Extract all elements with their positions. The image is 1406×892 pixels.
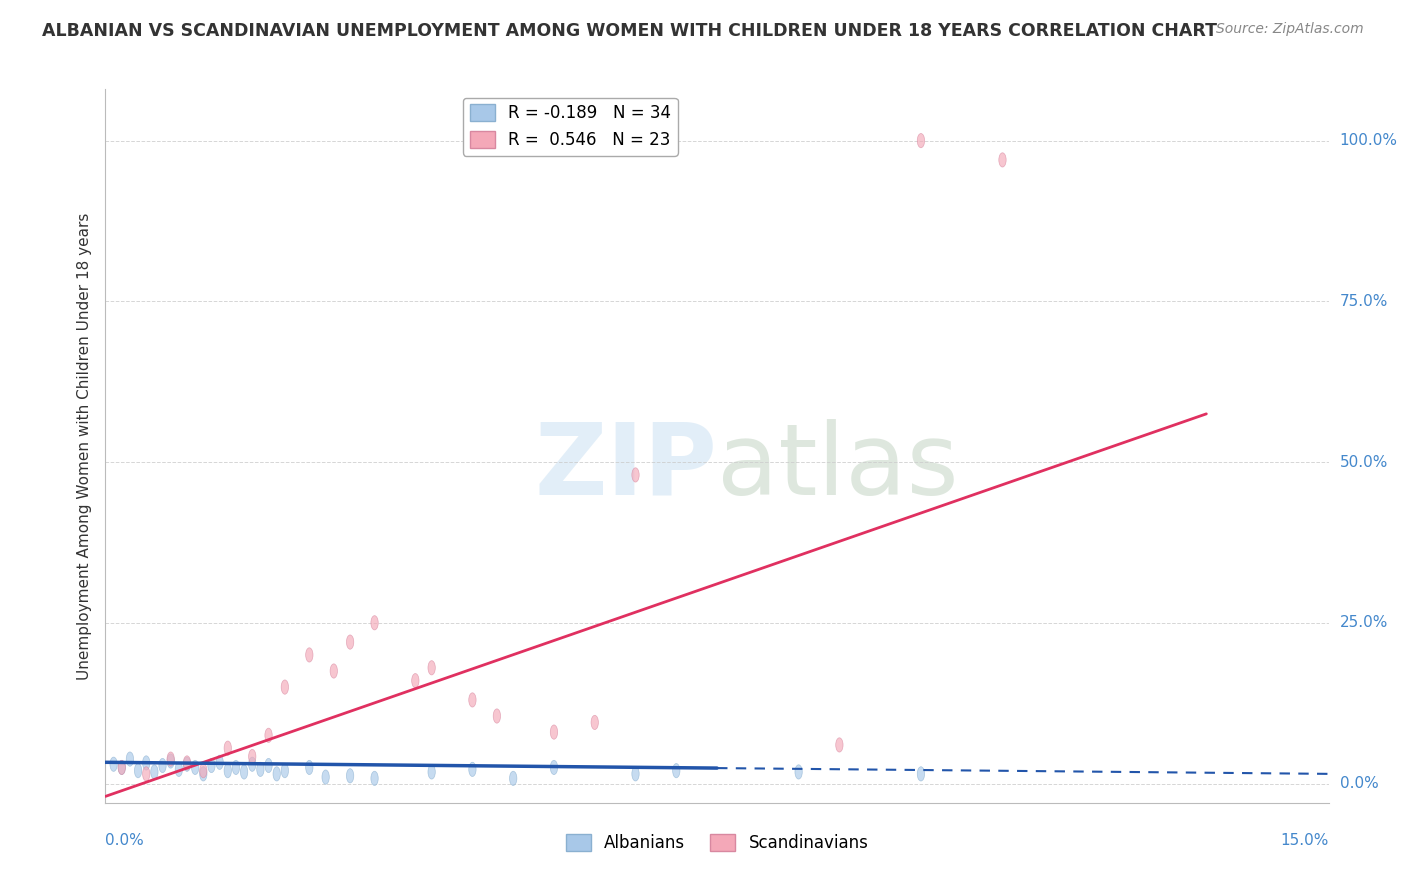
Ellipse shape xyxy=(591,715,599,730)
Ellipse shape xyxy=(232,760,239,774)
Text: Source: ZipAtlas.com: Source: ZipAtlas.com xyxy=(1216,22,1364,37)
Ellipse shape xyxy=(631,467,640,482)
Ellipse shape xyxy=(135,764,142,778)
Ellipse shape xyxy=(305,760,314,774)
Ellipse shape xyxy=(281,764,288,778)
Ellipse shape xyxy=(427,661,436,675)
Ellipse shape xyxy=(249,757,256,772)
Text: 0.0%: 0.0% xyxy=(105,833,145,848)
Ellipse shape xyxy=(264,758,273,772)
Text: 75.0%: 75.0% xyxy=(1340,293,1388,309)
Ellipse shape xyxy=(118,760,125,774)
Text: 25.0%: 25.0% xyxy=(1340,615,1388,631)
Ellipse shape xyxy=(224,741,232,756)
Ellipse shape xyxy=(998,153,1007,167)
Ellipse shape xyxy=(672,764,681,778)
Text: 0.0%: 0.0% xyxy=(1340,776,1378,791)
Ellipse shape xyxy=(264,728,273,742)
Ellipse shape xyxy=(631,767,640,781)
Y-axis label: Unemployment Among Women with Children Under 18 years: Unemployment Among Women with Children U… xyxy=(76,212,91,680)
Legend: Albanians, Scandinavians: Albanians, Scandinavians xyxy=(560,827,875,859)
Ellipse shape xyxy=(208,758,215,772)
Ellipse shape xyxy=(794,764,803,779)
Text: 100.0%: 100.0% xyxy=(1340,133,1398,148)
Ellipse shape xyxy=(240,764,247,779)
Text: ALBANIAN VS SCANDINAVIAN UNEMPLOYMENT AMONG WOMEN WITH CHILDREN UNDER 18 YEARS C: ALBANIAN VS SCANDINAVIAN UNEMPLOYMENT AM… xyxy=(42,22,1218,40)
Ellipse shape xyxy=(281,680,288,694)
Ellipse shape xyxy=(371,615,378,630)
Ellipse shape xyxy=(550,760,558,774)
Ellipse shape xyxy=(176,763,183,777)
Ellipse shape xyxy=(322,770,329,784)
Ellipse shape xyxy=(427,764,436,779)
Ellipse shape xyxy=(273,767,280,781)
Ellipse shape xyxy=(183,756,191,770)
Ellipse shape xyxy=(346,635,354,649)
Ellipse shape xyxy=(330,664,337,678)
Ellipse shape xyxy=(183,757,191,772)
Ellipse shape xyxy=(550,725,558,739)
Ellipse shape xyxy=(200,764,207,778)
Ellipse shape xyxy=(468,763,477,777)
Ellipse shape xyxy=(159,758,166,772)
Ellipse shape xyxy=(200,767,207,781)
Ellipse shape xyxy=(468,693,477,707)
Ellipse shape xyxy=(509,772,517,786)
Ellipse shape xyxy=(917,134,925,148)
Ellipse shape xyxy=(110,757,117,772)
Ellipse shape xyxy=(412,673,419,688)
Text: 50.0%: 50.0% xyxy=(1340,455,1388,469)
Ellipse shape xyxy=(346,769,354,783)
Ellipse shape xyxy=(224,764,232,778)
Ellipse shape xyxy=(494,709,501,723)
Ellipse shape xyxy=(142,756,150,770)
Ellipse shape xyxy=(305,648,314,662)
Ellipse shape xyxy=(917,767,925,781)
Ellipse shape xyxy=(150,764,157,779)
Ellipse shape xyxy=(142,767,150,781)
Text: 15.0%: 15.0% xyxy=(1281,833,1329,848)
Ellipse shape xyxy=(191,760,198,774)
Ellipse shape xyxy=(167,754,174,768)
Ellipse shape xyxy=(167,752,174,766)
Ellipse shape xyxy=(371,772,378,786)
Ellipse shape xyxy=(249,749,256,764)
Text: ZIP: ZIP xyxy=(534,419,717,516)
Ellipse shape xyxy=(257,763,264,777)
Text: atlas: atlas xyxy=(717,419,959,516)
Ellipse shape xyxy=(835,738,844,752)
Ellipse shape xyxy=(217,756,224,770)
Ellipse shape xyxy=(127,752,134,766)
Ellipse shape xyxy=(118,760,125,774)
